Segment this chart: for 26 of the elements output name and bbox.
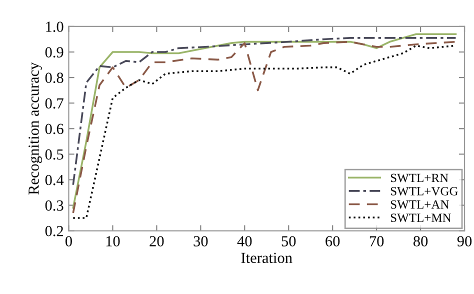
x-tick-label: 10: [106, 236, 120, 246]
y-tick-label: 0.7: [45, 98, 64, 109]
y-tick-label: 0.2: [45, 226, 64, 236]
x-tick-label: 70: [370, 236, 384, 246]
x-tick-label: 0: [65, 236, 72, 246]
y-tick-label: 1.0: [46, 22, 64, 32]
x-tick-label: 90: [457, 236, 472, 246]
x-tick-label: 60: [326, 236, 340, 246]
y-axis-title: Recognition accuracy: [28, 62, 42, 195]
legend-label: SWTL+VGG: [390, 187, 458, 196]
legend-label: SWTL+MN: [390, 214, 452, 222]
line-series: [72, 37, 457, 186]
y-tick-label: 0.9: [45, 47, 64, 58]
x-tick-label: 20: [150, 236, 164, 246]
x-tick-label: 80: [413, 236, 428, 246]
y-tick-label: 0.4: [45, 174, 64, 186]
legend-label: SWTL+RN: [390, 174, 448, 182]
y-tick-label: 0.5: [45, 149, 64, 160]
y-tick-label: 0.8: [45, 72, 64, 84]
y-tick-label: 0.3: [45, 200, 64, 211]
legend-label: SWTL+AN: [390, 200, 449, 209]
x-tick-label: 40: [237, 236, 252, 246]
x-axis-title: Iteration: [241, 252, 292, 264]
y-tick-label: 0.6: [45, 124, 64, 134]
x-tick-label: 50: [282, 236, 296, 246]
x-tick-label: 30: [194, 236, 208, 246]
